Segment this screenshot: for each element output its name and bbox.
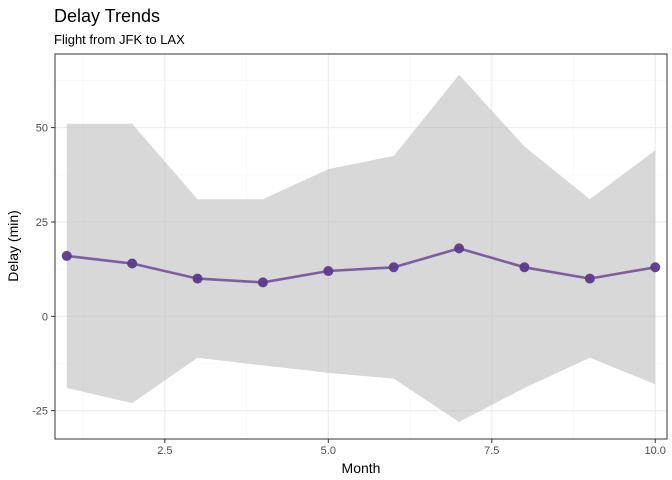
tick-layer: 2.5 5.0 7.5 10.0 -25 0 25 50	[32, 123, 666, 457]
data-point	[323, 266, 334, 277]
confidence-ribbon	[66, 74, 656, 423]
data-point	[257, 277, 268, 288]
x-tick-label: 5.0	[321, 445, 336, 457]
y-tick-label: -25	[32, 406, 48, 418]
delay-series-line	[66, 247, 656, 284]
data-point	[454, 243, 465, 254]
x-tick-label: 10.0	[645, 445, 666, 457]
ribbon-layer	[66, 74, 656, 423]
y-tick-label: 0	[42, 311, 48, 323]
data-point	[519, 262, 530, 273]
data-point	[127, 258, 138, 269]
x-tick-label: 2.5	[157, 445, 172, 457]
data-point	[192, 273, 203, 284]
x-tick-label: 7.5	[484, 445, 499, 457]
chart-title: Delay Trends	[54, 6, 160, 26]
point-layer	[61, 243, 661, 288]
line-layer	[66, 247, 656, 284]
y-axis-title: Delay (min)	[5, 210, 21, 282]
data-point	[650, 262, 661, 273]
data-point	[388, 262, 399, 273]
data-point	[61, 250, 72, 261]
data-point	[584, 273, 595, 284]
panel-border	[54, 53, 668, 440]
chart-subtitle: Flight from JFK to LAX	[54, 32, 185, 47]
y-tick-label: 25	[36, 217, 48, 229]
y-tick-label: 50	[36, 123, 48, 135]
x-axis-title: Month	[342, 460, 381, 476]
